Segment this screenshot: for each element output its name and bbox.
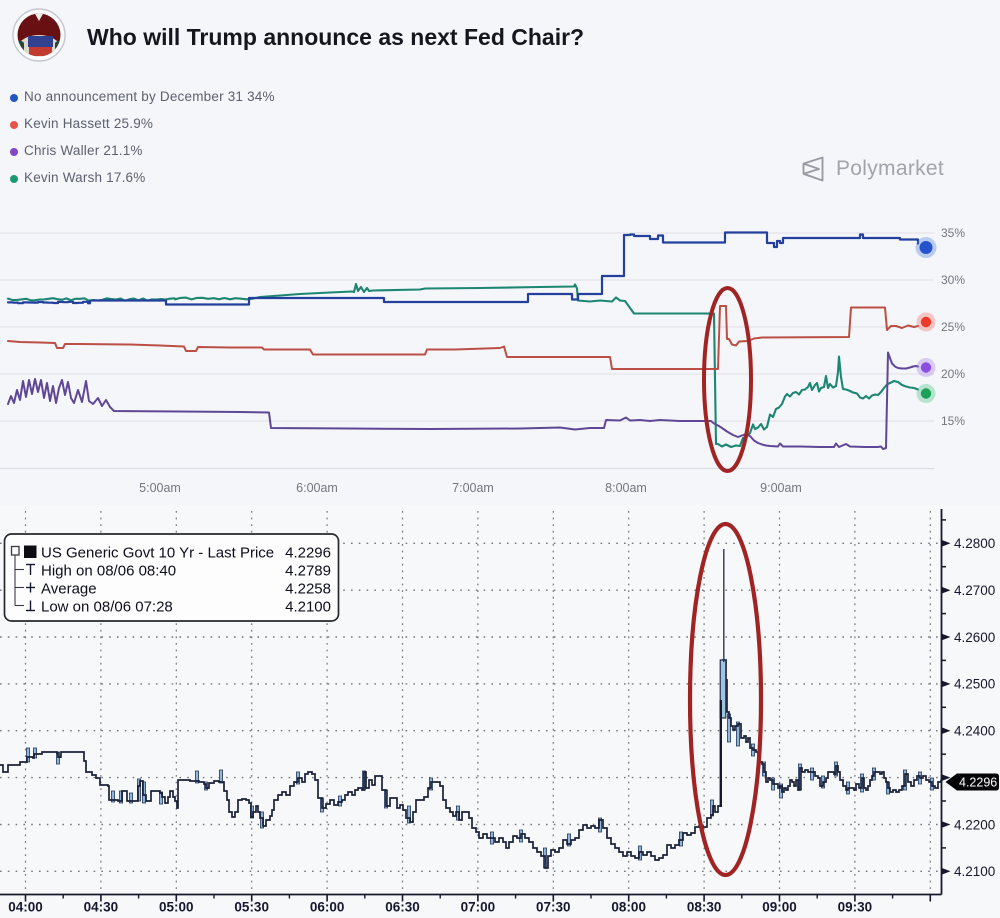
svg-text:US Generic Govt 10 Yr - Last P: US Generic Govt 10 Yr - Last Price [41,545,274,562]
svg-text:04:00: 04:00 [8,900,43,915]
svg-text:4.2296: 4.2296 [959,776,997,790]
svg-text:07:00: 07:00 [461,900,496,915]
svg-text:4.2700: 4.2700 [954,583,995,598]
svg-text:30%: 30% [941,273,965,287]
svg-text:06:30: 06:30 [385,900,420,915]
svg-text:09:00: 09:00 [762,900,797,915]
svg-text:4.2789: 4.2789 [285,563,331,580]
svg-text:4.2600: 4.2600 [954,630,995,645]
svg-text:4.2400: 4.2400 [954,724,995,739]
svg-text:15%: 15% [941,414,965,428]
svg-text:5:00am: 5:00am [139,481,181,495]
svg-text:4.2100: 4.2100 [285,599,331,616]
svg-text:05:30: 05:30 [234,900,269,915]
svg-text:05:00: 05:00 [159,900,194,915]
svg-text:4.2100: 4.2100 [954,864,995,879]
svg-text:4.2258: 4.2258 [285,581,331,598]
svg-text:20%: 20% [941,367,965,381]
svg-text:25%: 25% [941,320,965,334]
svg-text:9:00am: 9:00am [760,481,802,495]
svg-text:07:30: 07:30 [536,900,571,915]
svg-text:6:00am: 6:00am [296,481,338,495]
svg-text:Low on 08/06 07:28: Low on 08/06 07:28 [41,599,173,616]
svg-text:7:00am: 7:00am [452,481,494,495]
svg-text:8:00am: 8:00am [605,481,647,495]
svg-text:4.2500: 4.2500 [954,677,995,692]
svg-text:08:00: 08:00 [611,900,646,915]
svg-text:4.2200: 4.2200 [954,817,995,832]
svg-text:Average: Average [41,581,97,598]
svg-text:04:30: 04:30 [84,900,119,915]
svg-text:4.2800: 4.2800 [954,536,995,551]
svg-text:09:30: 09:30 [838,900,873,915]
svg-text:06:00: 06:00 [310,900,345,915]
svg-text:High on 08/06 08:40: High on 08/06 08:40 [41,563,176,580]
svg-text:35%: 35% [941,226,965,240]
svg-text:08:30: 08:30 [687,900,722,915]
svg-text:4.2296: 4.2296 [285,545,331,562]
